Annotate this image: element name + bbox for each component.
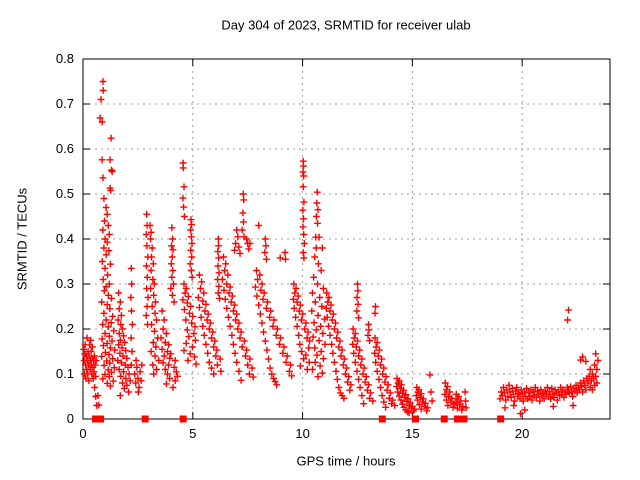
y-tick-label: 0.2 [56,321,74,336]
y-tick-label: 0.8 [56,51,74,66]
zero-marker [497,415,505,423]
y-tick-label: 0.7 [56,96,74,111]
x-tick-label: 15 [405,426,419,441]
x-tick-label: 0 [79,426,86,441]
zero-marker [92,415,100,423]
x-tick-label: 5 [189,426,196,441]
x-tick-label: 20 [515,426,529,441]
zero-marker [141,415,149,423]
y-tick-label: 0.3 [56,276,74,291]
y-tick-label: 0.1 [56,366,74,381]
y-tick-label: 0.6 [56,141,74,156]
zero-marker [460,415,468,423]
zero-marker [440,415,448,423]
x-axis-label: GPS time / hours [296,453,396,469]
chart-title: Day 304 of 2023, SRMTID for receiver ula… [221,17,471,33]
zero-marker [453,415,461,423]
x-tick-label: 10 [295,426,309,441]
y-tick-label: 0.5 [56,186,74,201]
zero-marker [411,415,419,423]
y-tick-label: 0 [67,411,74,426]
y-tick-label: 0.4 [56,231,74,246]
zero-marker [97,415,105,423]
zero-marker [378,415,386,423]
zero-marker [179,415,187,423]
scatter-series-srmtid [80,78,602,417]
